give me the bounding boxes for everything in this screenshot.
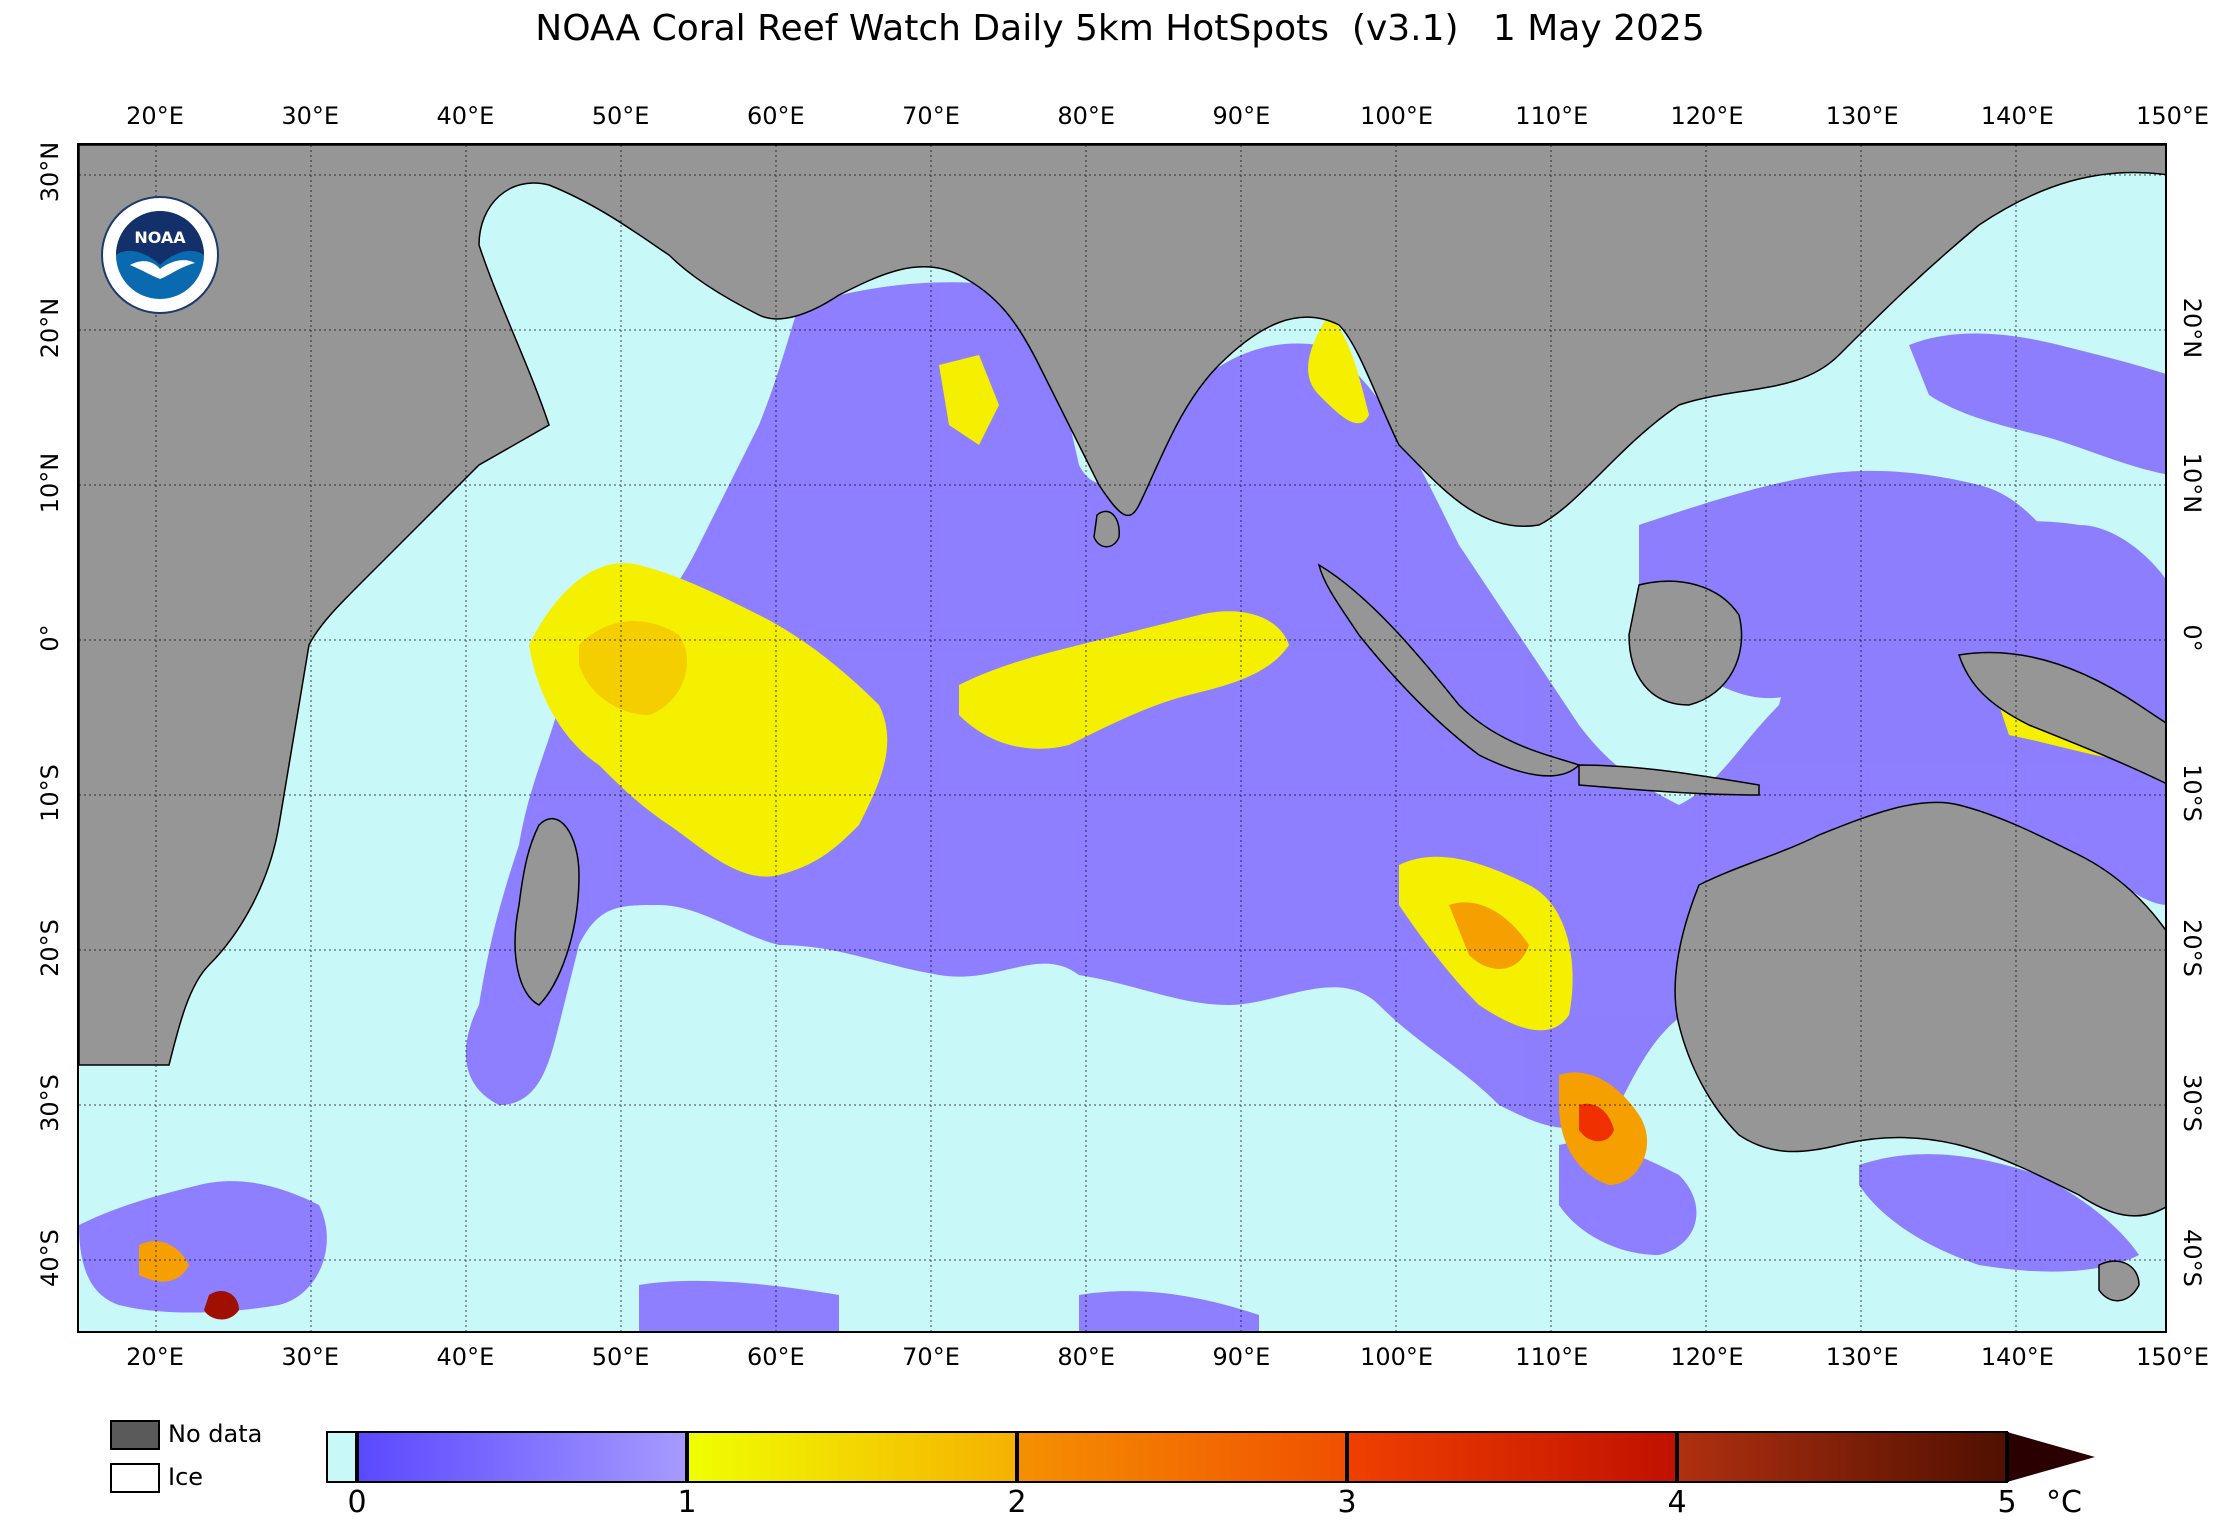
lon-tick-bottom: 100°E bbox=[1360, 1343, 1434, 1371]
logo-text: NOAA bbox=[134, 228, 186, 247]
map-canvas bbox=[79, 145, 2165, 1331]
lon-tick-bottom: 40°E bbox=[436, 1343, 495, 1371]
lat-tick-right: 0° bbox=[2178, 624, 2206, 652]
nodata-swatch bbox=[110, 1420, 160, 1450]
lon-tick-top: 50°E bbox=[591, 102, 650, 130]
lat-tick-left: 40°S bbox=[36, 1229, 64, 1287]
nodata-label: No data bbox=[168, 1420, 263, 1448]
lon-tick-top: 90°E bbox=[1212, 102, 1271, 130]
noaa-logo: NOAA bbox=[101, 196, 219, 314]
lon-tick-bottom: 120°E bbox=[1670, 1343, 1744, 1371]
lon-tick-top: 70°E bbox=[902, 102, 960, 130]
lon-tick-bottom: 80°E bbox=[1057, 1343, 1116, 1371]
lat-tick-left: 30°S bbox=[36, 1074, 64, 1132]
lon-tick-bottom: 110°E bbox=[1515, 1343, 1589, 1371]
lon-tick-top: 110°E bbox=[1515, 102, 1589, 130]
lon-tick-bottom: 130°E bbox=[1825, 1343, 1899, 1371]
colorbar-tick-label: 2 bbox=[1007, 1485, 1027, 1520]
lat-tick-right: 20°N bbox=[2178, 297, 2206, 359]
lat-tick-right: 10°S bbox=[2178, 764, 2206, 822]
colorbar-tick-label: 3 bbox=[1337, 1485, 1357, 1520]
lon-tick-bottom: 150°E bbox=[2136, 1343, 2210, 1371]
lat-tick-right: 10°N bbox=[2178, 452, 2206, 514]
lon-tick-bottom: 60°E bbox=[746, 1343, 805, 1371]
lon-tick-bottom: 90°E bbox=[1212, 1343, 1271, 1371]
lat-tick-right: 20°S bbox=[2178, 919, 2206, 977]
lon-tick-bottom: 20°E bbox=[126, 1343, 184, 1371]
colorbar-tick-label: 4 bbox=[1667, 1485, 1687, 1520]
lat-tick-left: 20°N bbox=[36, 297, 64, 359]
lon-tick-top: 20°E bbox=[126, 102, 184, 130]
lon-tick-top: 120°E bbox=[1670, 102, 1744, 130]
lon-tick-bottom: 140°E bbox=[1980, 1343, 2054, 1371]
ice-swatch bbox=[110, 1463, 160, 1493]
colorbar-tick-label: 5 bbox=[1997, 1485, 2017, 1520]
lon-tick-top: 30°E bbox=[281, 102, 340, 130]
lat-tick-left: 10°S bbox=[36, 764, 64, 822]
map-title: NOAA Coral Reef Watch Daily 5km HotSpots… bbox=[535, 8, 1705, 49]
colorbar-unit: °C bbox=[2046, 1485, 2082, 1520]
lon-tick-top: 40°E bbox=[436, 102, 495, 130]
lon-tick-top: 150°E bbox=[2136, 102, 2210, 130]
lon-tick-top: 60°E bbox=[746, 102, 805, 130]
colorbar-tick-label: 0 bbox=[347, 1485, 367, 1520]
lon-tick-top: 140°E bbox=[1980, 102, 2054, 130]
lon-tick-bottom: 30°E bbox=[281, 1343, 340, 1371]
lat-tick-left: 0° bbox=[36, 624, 64, 652]
colorbar bbox=[326, 1431, 2095, 1483]
colorbar-tick-label: 1 bbox=[677, 1485, 697, 1520]
hotspot-map bbox=[77, 143, 2167, 1333]
lon-tick-top: 130°E bbox=[1825, 102, 1899, 130]
land-masses bbox=[79, 145, 2165, 1302]
lon-tick-top: 100°E bbox=[1360, 102, 1434, 130]
lat-tick-left: 10°N bbox=[36, 452, 64, 514]
lat-tick-right: 30°S bbox=[2178, 1074, 2206, 1132]
ice-label: Ice bbox=[168, 1463, 204, 1491]
lat-tick-right: 40°S bbox=[2178, 1229, 2206, 1287]
lon-tick-bottom: 50°E bbox=[591, 1343, 650, 1371]
lat-tick-left: 30°N bbox=[36, 141, 64, 203]
lon-tick-top: 80°E bbox=[1057, 102, 1116, 130]
lat-tick-left: 20°S bbox=[36, 919, 64, 977]
graticule bbox=[79, 145, 2165, 1331]
lon-tick-bottom: 70°E bbox=[902, 1343, 960, 1371]
